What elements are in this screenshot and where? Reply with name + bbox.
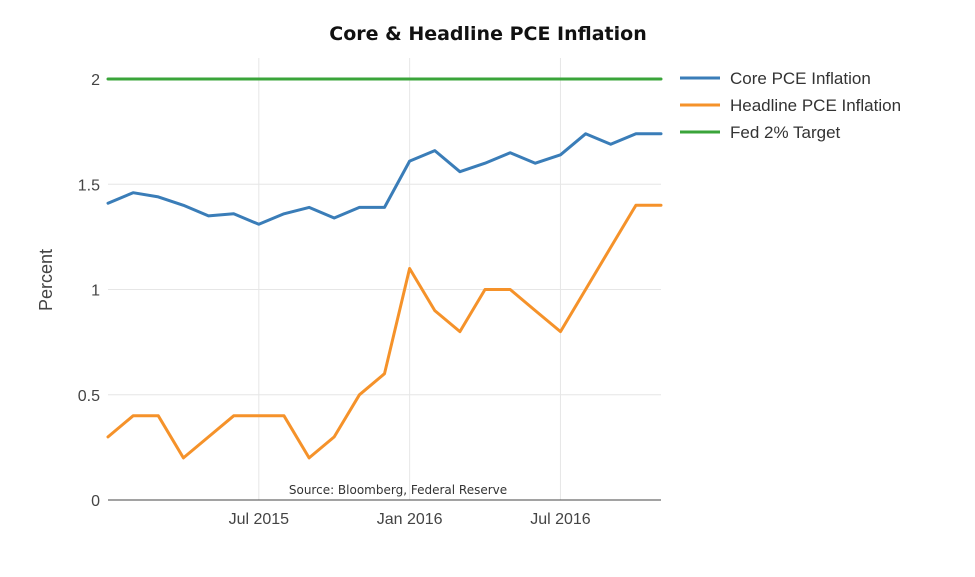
y-axis-title: Percent bbox=[36, 249, 56, 311]
x-tick-label: Jan 2016 bbox=[377, 511, 443, 528]
legend-label: Fed 2% Target bbox=[730, 123, 841, 142]
y-tick-label: 0.5 bbox=[78, 388, 100, 405]
chart-title: Core & Headline PCE Inflation bbox=[329, 23, 646, 45]
y-tick-label: 1 bbox=[91, 283, 100, 300]
series-line-core-pce-inflation bbox=[106, 132, 663, 226]
x-tick-label: Jul 2016 bbox=[530, 511, 591, 528]
x-tick-label: Jul 2015 bbox=[229, 511, 290, 528]
grid bbox=[108, 58, 661, 500]
legend: Core PCE Inflation Headline PCE Inflation… bbox=[680, 69, 901, 142]
source-annotation: Source: Bloomberg, Federal Reserve bbox=[289, 483, 507, 497]
legend-label: Core PCE Inflation bbox=[730, 69, 871, 88]
series-line-headline-pce-inflation bbox=[106, 203, 663, 460]
legend-label: Headline PCE Inflation bbox=[730, 96, 901, 115]
y-tick-label: 1.5 bbox=[78, 177, 100, 194]
series-lines bbox=[106, 77, 663, 460]
axes: 0 0.5 1 1.5 2 Jul 2015 Jan 2016 Jul 2016 bbox=[78, 72, 661, 528]
legend-item-headline-pce-inflation: Headline PCE Inflation bbox=[680, 96, 901, 115]
y-tick-label: 0 bbox=[91, 493, 100, 510]
legend-item-fed-2-target: Fed 2% Target bbox=[680, 123, 841, 142]
legend-item-core-pce-inflation: Core PCE Inflation bbox=[680, 69, 871, 88]
y-tick-label: 2 bbox=[91, 72, 100, 89]
